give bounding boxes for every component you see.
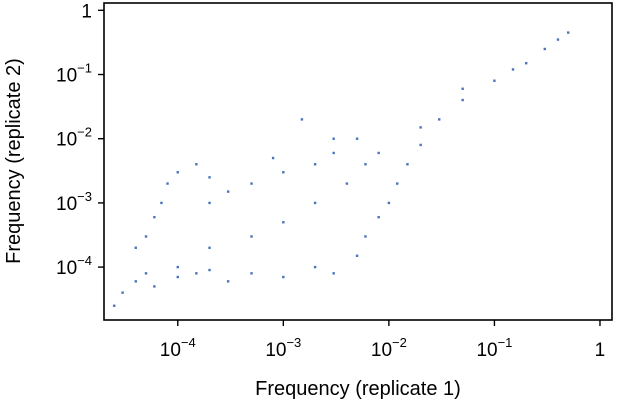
x-tick-label: 10−3 [265, 335, 301, 361]
data-point [364, 163, 367, 166]
x-tick-label: 10−1 [476, 335, 512, 361]
plot-frame [103, 2, 613, 321]
data-point [419, 143, 422, 147]
data-point [176, 265, 179, 269]
data-point [250, 182, 253, 185]
data-point [282, 275, 285, 279]
data-point [377, 215, 380, 219]
data-point [438, 118, 441, 121]
data-point [208, 268, 211, 272]
data-point [208, 246, 211, 249]
data-point [208, 201, 211, 205]
data-point [493, 79, 496, 82]
y-tick-label: 10−2 [56, 125, 92, 151]
scatter-points [113, 31, 570, 307]
data-point [364, 235, 367, 238]
data-point [195, 163, 198, 166]
y-tick-label: 10−3 [56, 189, 92, 215]
data-point [250, 272, 253, 275]
data-point [144, 235, 148, 238]
data-point [543, 47, 546, 51]
y-tick-label: 10−1 [56, 61, 92, 87]
data-point [208, 176, 211, 179]
data-point [176, 275, 179, 279]
x-tick-label: 10−4 [160, 335, 196, 361]
data-point [160, 201, 163, 205]
data-point [226, 190, 230, 193]
data-point [556, 38, 560, 41]
data-point [153, 285, 156, 288]
data-point [144, 272, 148, 275]
data-point [113, 304, 116, 307]
data-point [121, 291, 124, 294]
data-point [176, 171, 179, 174]
data-point [511, 68, 515, 71]
data-point [313, 163, 317, 166]
data-point [396, 182, 399, 185]
data-point [271, 156, 275, 160]
data-point [313, 201, 317, 205]
x-tick-label: 10−2 [371, 335, 407, 361]
data-point [387, 201, 391, 205]
x-axis-label: Frequency (replicate 1) [255, 378, 461, 400]
data-point [567, 31, 570, 34]
data-point [332, 151, 335, 155]
data-point [134, 280, 137, 283]
data-point [525, 62, 528, 65]
data-point [134, 246, 137, 249]
data-point [282, 171, 285, 174]
data-point [419, 126, 422, 129]
data-point [332, 137, 335, 140]
x-tick-label: 1 [595, 340, 606, 361]
data-point [355, 137, 359, 140]
data-point [377, 151, 380, 155]
data-point [461, 98, 464, 102]
data-point [332, 272, 335, 275]
data-point [250, 235, 253, 238]
data-point [195, 272, 198, 275]
y-tick-label: 1 [81, 1, 92, 22]
data-point [226, 280, 230, 283]
data-point [282, 221, 285, 224]
data-point [313, 265, 317, 269]
data-point [345, 182, 349, 185]
y-tick-label: 10−4 [56, 253, 92, 279]
data-point [300, 118, 304, 121]
y-axis-label: Frequency (replicate 2) [3, 58, 25, 264]
data-point [461, 87, 464, 90]
data-point [153, 215, 156, 219]
axis-ticks: 10−4 10−3 10−2 10−1 1 10−4 10−3 10−2 10−1 1 [56, 1, 605, 361]
data-point [355, 254, 359, 257]
data-point [166, 182, 169, 185]
data-point [406, 163, 409, 166]
